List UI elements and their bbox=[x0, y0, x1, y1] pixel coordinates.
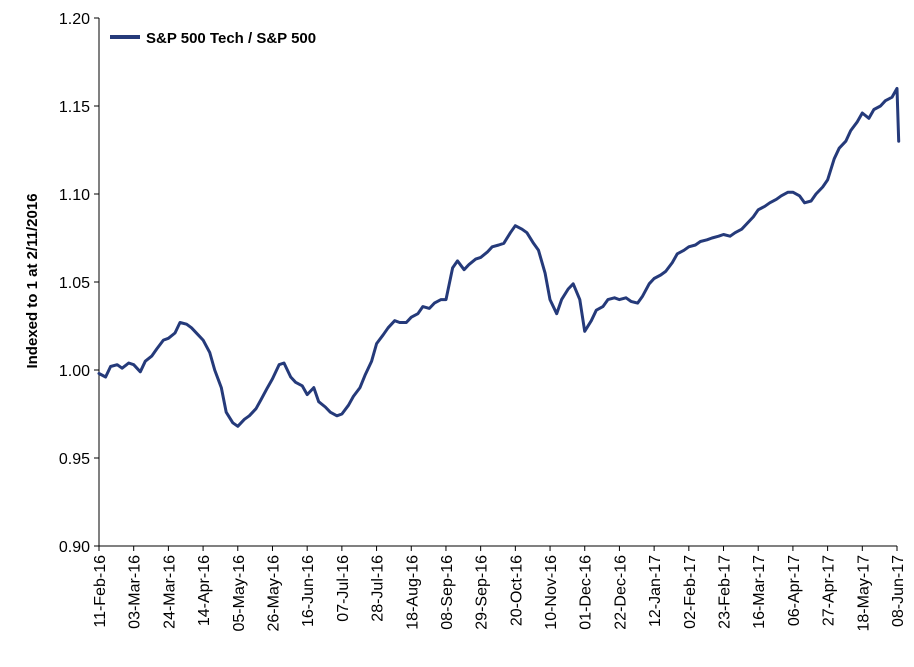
y-tick-label: 1.15 bbox=[59, 99, 90, 116]
x-tick-label: 16-Jun-16 bbox=[300, 555, 317, 627]
series-line bbox=[97, 86, 901, 428]
x-tick-label: 06-Apr-17 bbox=[786, 555, 803, 626]
x-tick-label: 18-May-17 bbox=[855, 555, 872, 632]
x-tick-label: 07-Jul-16 bbox=[335, 555, 352, 622]
x-tick-label: 28-Jul-16 bbox=[370, 555, 387, 622]
x-tick-label: 16-Mar-17 bbox=[751, 555, 768, 629]
x-tick-label: 20-Oct-16 bbox=[508, 555, 525, 626]
x-tick-label: 26-May-16 bbox=[265, 555, 282, 632]
y-tick-label: 1.10 bbox=[59, 187, 90, 204]
x-tick-label: 03-Mar-16 bbox=[127, 555, 144, 629]
x-tick-label: 14-Apr-16 bbox=[196, 555, 213, 626]
y-axis-label: Indexed to 1 at 2/11/2016 bbox=[24, 193, 41, 368]
x-tick-label: 23-Feb-17 bbox=[717, 555, 734, 629]
x-tick-label: 10-Nov-16 bbox=[543, 555, 560, 630]
series-layer bbox=[97, 86, 901, 428]
y-tick-label: 0.90 bbox=[59, 539, 90, 556]
x-tick-label: 29-Sep-16 bbox=[474, 555, 491, 630]
y-tick-label: 0.95 bbox=[59, 451, 90, 468]
x-tick-label: 11-Feb-16 bbox=[92, 555, 109, 628]
x-tick-label: 08-Sep-16 bbox=[439, 555, 456, 630]
x-tick-label: 05-May-16 bbox=[231, 555, 248, 632]
legend-label: S&P 500 Tech / S&P 500 bbox=[146, 30, 316, 47]
x-tick-label: 08-Jun-17 bbox=[890, 555, 907, 627]
axes: 0.90 0.95 1.00 1.05 1.10 1.15 1.20 11-Feb-16 03-… bbox=[59, 11, 907, 631]
y-tick-label: 1.20 bbox=[59, 11, 90, 28]
x-tick-label: 01-Dec-16 bbox=[578, 555, 595, 630]
x-tick-label: 27-Apr-17 bbox=[821, 555, 838, 626]
legend: S&P 500 Tech / S&P 500 bbox=[110, 30, 316, 47]
x-tick-label: 24-Mar-16 bbox=[161, 555, 178, 629]
x-tick-label: 22-Dec-16 bbox=[612, 555, 629, 630]
y-tick-label: 1.00 bbox=[59, 363, 90, 380]
x-tick-label: 02-Feb-17 bbox=[682, 555, 699, 629]
x-tick-label: 18-Aug-16 bbox=[404, 555, 421, 630]
x-tick-label: 12-Jan-17 bbox=[647, 555, 664, 627]
y-tick-label: 1.05 bbox=[59, 275, 90, 292]
